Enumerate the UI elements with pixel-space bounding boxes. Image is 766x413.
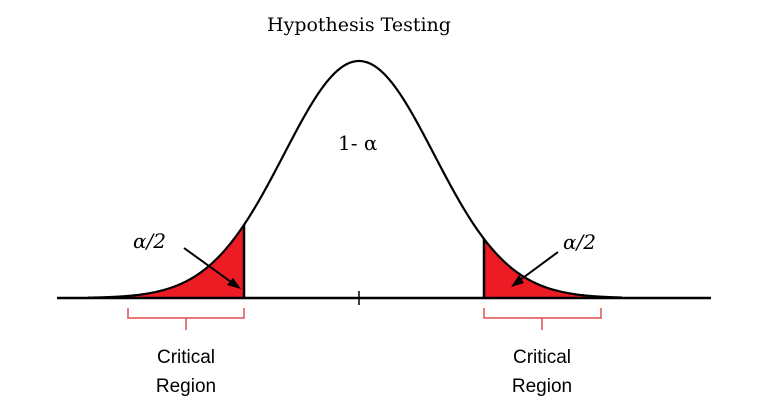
diagram-title: Hypothesis Testing [267,14,451,36]
right-alpha-label: α/2 [563,230,596,254]
left-region-label-line1: Critical [157,347,215,368]
bell-curve [87,59,623,299]
left-region-label-line2: Region [156,376,216,397]
left-alpha-label: α/2 [133,229,166,253]
confidence-label: 1- α [338,131,377,155]
left-arrowhead-icon [227,278,241,289]
left-alpha-arrow [183,247,239,288]
right-critical-region-bracket [483,308,602,330]
left-critical-region-bracket [127,308,245,330]
right-region-label-line1: Critical [513,347,571,368]
right-arrowhead-icon [511,275,524,287]
left-critical-region-fill [88,224,244,298]
right-region-label-line2: Region [512,376,572,397]
right-alpha-arrow [515,251,559,284]
confidence-label-text: 1- α [338,131,377,155]
